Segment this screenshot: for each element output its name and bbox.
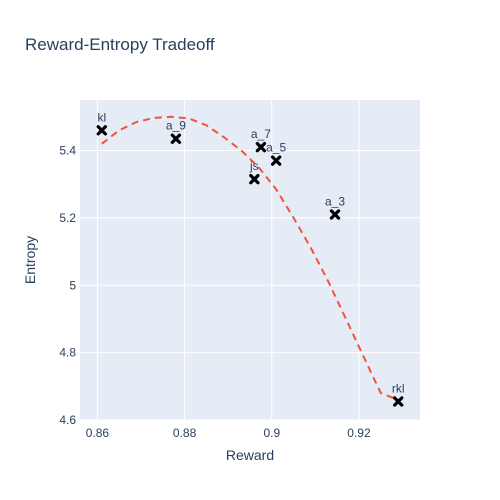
x-tick-label: 0.92 (347, 426, 371, 440)
data-point-marker (393, 396, 404, 407)
data-point-label: kl (97, 110, 106, 124)
y-tick-label: 4.6 (59, 413, 76, 427)
data-point-label: rkl (392, 381, 405, 395)
data-point-marker (96, 125, 107, 136)
data-point-marker (249, 173, 260, 185)
y-tick-label: 5 (69, 278, 76, 292)
data-point-marker (270, 155, 282, 166)
fit-curve (101, 115, 399, 401)
grid (80, 100, 420, 421)
y-tick-label: 5.4 (59, 144, 76, 158)
plot-area (80, 100, 420, 420)
x-tick-label: 0.88 (173, 426, 197, 440)
data-point-marker (329, 209, 341, 220)
y-axis-title: Entropy (22, 236, 38, 284)
data-point-label: js (249, 159, 259, 173)
data-point-label: a_9 (166, 119, 186, 133)
y-axis-ticks: 4.6 4.8 5 5.2 5.4 (59, 144, 76, 427)
data-point-marker (170, 133, 182, 144)
x-tick-label: 0.86 (86, 426, 110, 440)
x-axis-title: Reward (226, 447, 274, 463)
data-point-label: a_5 (266, 141, 286, 155)
chart-title: Reward-Entropy Tradeoff (25, 35, 215, 54)
y-tick-label: 5.2 (59, 211, 76, 225)
data-point-label: a_7 (251, 127, 271, 141)
x-axis-ticks: 0.86 0.88 0.9 0.92 (86, 426, 371, 440)
data-point-label: a_3 (325, 195, 345, 209)
y-tick-label: 4.8 (59, 346, 76, 360)
x-tick-label: 0.9 (263, 426, 280, 440)
data-point-marker (255, 141, 267, 153)
